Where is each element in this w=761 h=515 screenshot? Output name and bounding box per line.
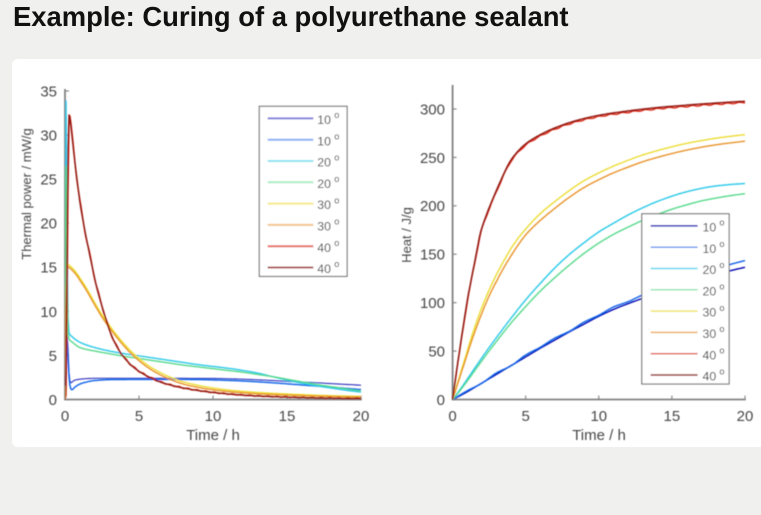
svg-text:Thermal power / mW/g: Thermal power / mW/g bbox=[19, 128, 34, 259]
svg-text:300: 300 bbox=[420, 101, 445, 118]
svg-text:100: 100 bbox=[420, 295, 445, 312]
svg-text:250: 250 bbox=[420, 150, 445, 167]
svg-text:0: 0 bbox=[448, 408, 456, 425]
svg-text:Time / h: Time / h bbox=[572, 427, 626, 444]
svg-text:20: 20 bbox=[353, 408, 370, 425]
svg-text:15: 15 bbox=[279, 408, 296, 425]
svg-text:5: 5 bbox=[135, 408, 143, 425]
svg-text:200: 200 bbox=[420, 198, 445, 215]
svg-text:15: 15 bbox=[664, 408, 681, 425]
svg-text:Time / h: Time / h bbox=[186, 427, 240, 444]
svg-text:5: 5 bbox=[49, 348, 57, 365]
svg-text:20: 20 bbox=[40, 216, 57, 233]
svg-text:25: 25 bbox=[40, 172, 57, 189]
svg-text:50: 50 bbox=[428, 344, 445, 361]
svg-text:Heat / J/g: Heat / J/g bbox=[399, 207, 414, 263]
svg-text:0: 0 bbox=[437, 392, 445, 409]
svg-text:150: 150 bbox=[420, 247, 445, 264]
svg-text:5: 5 bbox=[522, 408, 530, 425]
svg-text:10: 10 bbox=[40, 304, 57, 321]
svg-text:20: 20 bbox=[737, 408, 754, 425]
svg-text:0: 0 bbox=[49, 392, 57, 409]
svg-text:10: 10 bbox=[205, 408, 222, 425]
svg-text:30: 30 bbox=[40, 128, 57, 145]
svg-text:10: 10 bbox=[590, 408, 607, 425]
svg-text:35: 35 bbox=[40, 83, 57, 100]
svg-text:0: 0 bbox=[61, 408, 69, 425]
svg-text:15: 15 bbox=[40, 260, 57, 277]
